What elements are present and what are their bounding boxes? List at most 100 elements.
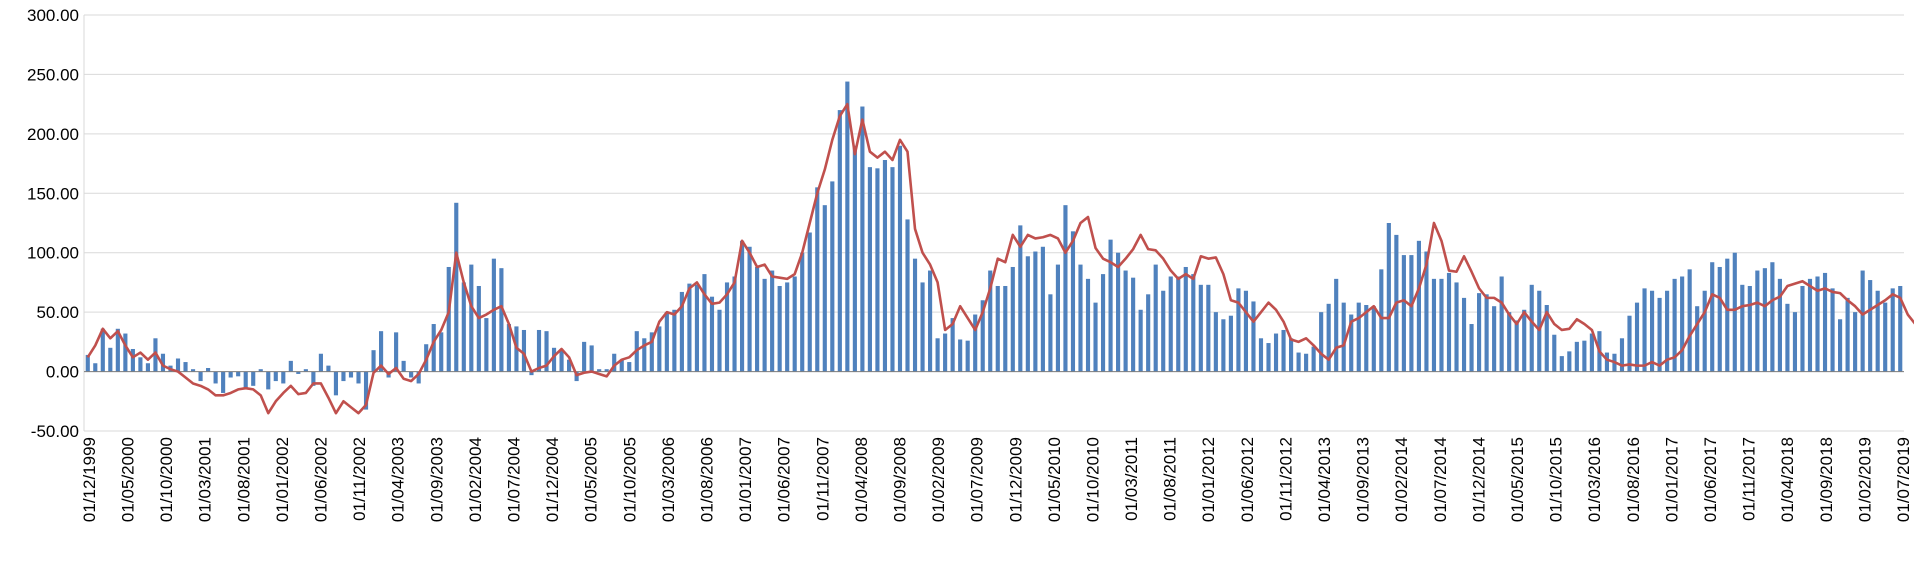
bar xyxy=(1672,278,1677,372)
bar xyxy=(1326,303,1331,372)
bar xyxy=(1484,294,1489,372)
bar xyxy=(183,362,188,372)
bar xyxy=(409,371,414,378)
bar xyxy=(807,232,812,372)
bar xyxy=(371,350,376,372)
x-tick-label: 01/10/2010 xyxy=(1083,437,1102,522)
bar xyxy=(1379,269,1384,372)
bar xyxy=(1386,223,1391,372)
bar xyxy=(1574,341,1579,372)
y-tick-label: 300.00 xyxy=(27,6,79,25)
bar xyxy=(1364,305,1369,372)
bar xyxy=(845,81,850,372)
bar xyxy=(536,329,542,372)
bar xyxy=(988,270,993,372)
bar xyxy=(815,187,820,372)
bar xyxy=(1792,312,1798,372)
bar xyxy=(1461,297,1467,372)
x-tick-label: 01/01/2012 xyxy=(1199,437,1218,522)
bar xyxy=(1319,312,1324,372)
bar xyxy=(627,362,632,372)
x-tick-label: 01/08/2016 xyxy=(1624,437,1643,522)
bar xyxy=(499,268,504,372)
y-tick-label: 50.00 xyxy=(36,303,79,322)
bar xyxy=(341,371,346,382)
x-tick-label: 01/11/2017 xyxy=(1740,437,1759,521)
x-tick-label: 01/12/2009 xyxy=(1006,437,1025,522)
bar xyxy=(1529,284,1534,372)
x-tick-label: 01/12/2004 xyxy=(543,437,562,522)
bar xyxy=(1371,306,1376,372)
bar xyxy=(1018,225,1023,372)
bar xyxy=(303,369,308,372)
bar xyxy=(1213,312,1218,372)
bar xyxy=(1740,284,1745,372)
bar xyxy=(266,371,271,390)
bar xyxy=(1454,282,1459,372)
bar xyxy=(1815,276,1820,372)
bar xyxy=(288,360,293,372)
bar xyxy=(281,371,286,384)
x-tick-label: 01/04/2018 xyxy=(1778,437,1797,522)
bar xyxy=(792,276,797,372)
bar xyxy=(912,258,918,372)
bar xyxy=(694,284,700,372)
bar xyxy=(1807,278,1813,372)
x-tick-label: 01/02/2014 xyxy=(1392,437,1411,522)
bar xyxy=(1845,297,1850,372)
bar xyxy=(1822,272,1828,372)
x-tick-label: 01/12/2014 xyxy=(1469,437,1488,522)
y-tick-label: 200.00 xyxy=(27,125,79,144)
bar xyxy=(469,264,474,372)
bar xyxy=(1770,262,1775,372)
bar xyxy=(1469,324,1474,372)
bar xyxy=(1838,319,1843,372)
bar xyxy=(965,340,970,372)
bar xyxy=(108,347,113,372)
bar xyxy=(138,357,143,372)
x-tick-label: 01/05/2000 xyxy=(119,437,138,522)
bar xyxy=(1304,353,1309,372)
bar xyxy=(559,350,564,372)
bar xyxy=(958,339,963,372)
bar xyxy=(544,331,549,372)
bar xyxy=(1853,312,1858,372)
bar xyxy=(506,324,511,372)
bar xyxy=(529,371,534,376)
bar xyxy=(491,258,496,372)
bar xyxy=(1747,285,1752,372)
bar xyxy=(221,371,226,393)
bar xyxy=(1401,255,1406,372)
bar xyxy=(1695,306,1700,372)
bar xyxy=(935,338,940,372)
bar xyxy=(604,369,609,372)
y-axis-tick-labels: -50.00 0.00 50.00 100.00 150.00 200.00 250.00 3… xyxy=(27,6,79,441)
x-tick-label: 01/01/2007 xyxy=(736,437,755,522)
x-tick-label: 01/10/2015 xyxy=(1547,437,1566,522)
bar xyxy=(1446,272,1452,372)
bar xyxy=(852,145,857,372)
bar xyxy=(687,283,692,372)
bar xyxy=(1191,274,1196,372)
bar xyxy=(1048,294,1053,372)
bar xyxy=(160,353,166,372)
x-tick-label: 01/07/2014 xyxy=(1431,437,1450,522)
bar xyxy=(1725,258,1730,372)
y-tick-label: 250.00 xyxy=(27,65,79,84)
bar xyxy=(875,168,880,372)
bar xyxy=(439,332,444,372)
bar xyxy=(1040,246,1045,372)
bar xyxy=(897,145,903,372)
x-tick-label: 01/09/2018 xyxy=(1817,437,1836,522)
bar xyxy=(1649,290,1655,372)
x-tick-label: 01/02/2019 xyxy=(1855,437,1874,522)
x-tick-label: 01/04/2008 xyxy=(852,437,871,522)
bar xyxy=(1604,352,1610,372)
x-tick-label: 01/02/2004 xyxy=(466,437,485,522)
bar xyxy=(837,110,842,372)
bar xyxy=(1146,294,1151,372)
bar xyxy=(1296,352,1301,372)
x-tick-label: 01/07/2019 xyxy=(1894,437,1913,522)
bar xyxy=(476,285,481,372)
bar xyxy=(1762,268,1767,372)
